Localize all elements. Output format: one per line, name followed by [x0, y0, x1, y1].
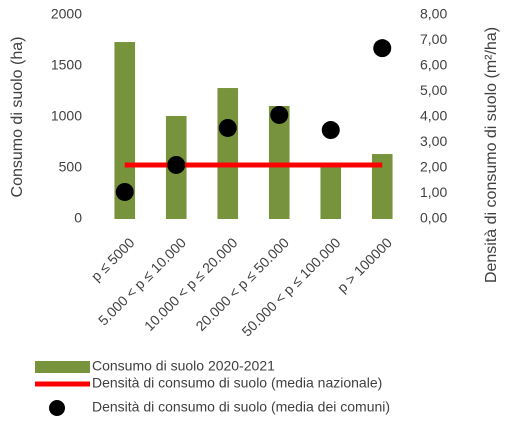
x-tick-label: 20.000 < p ≤ 50.000	[192, 234, 292, 334]
legend-label: Consumo di suolo 2020-2021	[92, 358, 275, 374]
x-tick-label: 50.000 < p ≤ 100.000	[238, 234, 343, 339]
y-axis-label: Consumo di suolo (ha)	[9, 37, 26, 198]
y-tick-label: 0	[74, 210, 82, 226]
y-tick-label: 1000	[51, 108, 82, 124]
bar	[371, 154, 393, 219]
legend-swatch	[35, 361, 90, 373]
dot	[218, 118, 237, 137]
y2-tick-label: 2,00	[420, 159, 447, 175]
y2-tick-label: 4,00	[420, 108, 447, 124]
dot	[373, 39, 392, 58]
y2-tick-label: 8,00	[420, 6, 447, 22]
x-tick-label: p ≤ 5000	[88, 234, 138, 284]
y2-tick-label: 1,00	[420, 184, 447, 200]
y-tick-label: 1500	[51, 57, 82, 73]
bar	[217, 88, 239, 219]
x-tick-label: 5.000 < p ≤ 10.000	[95, 234, 189, 328]
dot	[167, 155, 186, 174]
y2-tick-label: 3,00	[420, 133, 447, 149]
y2-tick-label: 5,00	[420, 82, 447, 98]
legend-label: Densità di consumo di suolo (media dei c…	[92, 399, 390, 415]
dot	[321, 121, 340, 140]
legend-label: Densità di consumo di suolo (media nazio…	[92, 375, 382, 391]
y2-axis-label: Densità di consumo di suolo (m²/ha)	[483, 27, 500, 283]
y-tick-label: 2000	[51, 6, 82, 22]
y-tick-label: 500	[59, 159, 83, 175]
y2-tick-label: 7,00	[420, 31, 447, 47]
legend-swatch	[49, 400, 65, 416]
x-tick-label: 10.000 < p ≤ 20.000	[141, 234, 241, 334]
bar	[114, 42, 136, 219]
y2-tick-label: 0,00	[420, 210, 447, 226]
dot	[115, 182, 134, 201]
y2-tick-label: 6,00	[420, 57, 447, 73]
bar	[320, 165, 342, 219]
dot	[270, 105, 289, 124]
x-tick-label: p > 100000	[334, 234, 395, 295]
